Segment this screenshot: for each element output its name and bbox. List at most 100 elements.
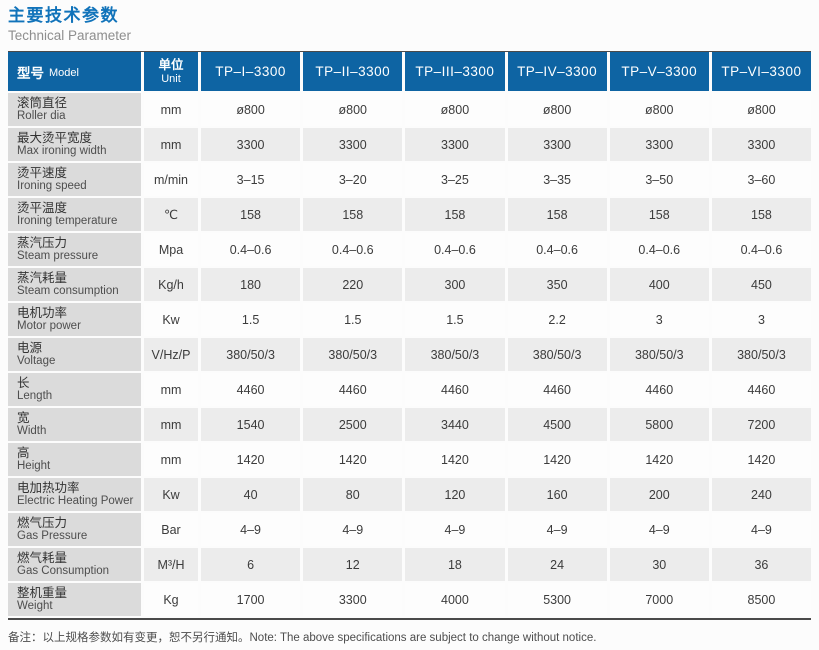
- value-cell: 180: [201, 268, 301, 302]
- value-cell: 4–9: [201, 513, 301, 547]
- table-row: 高 Height mm 1420 1420 1420 1420 1420 1420: [8, 443, 812, 477]
- value-cell: 3–15: [201, 163, 301, 197]
- footnote: 备注：以上规格参数如有变更，恕不另行通知。Note: The above spe…: [8, 632, 597, 645]
- row-label: 燃气耗量 Gas Consumption: [8, 548, 141, 582]
- value-cell: 1.5: [201, 303, 301, 337]
- header-model-3: TP–III–3300: [405, 52, 505, 92]
- header-unit-label-en: Unit: [161, 72, 181, 85]
- header-model-6: TP–VI–3300: [711, 52, 812, 92]
- row-label: 滚筒直径 Roller dia: [8, 93, 141, 127]
- value-cell: 4–9: [609, 513, 709, 547]
- header-model-label-en: Model: [49, 66, 79, 79]
- row-label-en: Voltage: [17, 355, 56, 368]
- row-label: 长 Length: [8, 373, 141, 407]
- value-cell: 450: [711, 268, 812, 302]
- value-cell: 158: [507, 198, 607, 232]
- page-title: 主要技术参数: [8, 6, 119, 25]
- row-label-cn: 烫平温度: [17, 200, 68, 215]
- row-label-cn: 最大烫平宽度: [17, 130, 93, 145]
- value-cell: 36: [711, 548, 812, 582]
- unit-cell: Kg: [144, 583, 198, 617]
- table-row: 电加热功率 Electric Heating Power Kw 40 80 120 160 2…: [8, 478, 812, 512]
- value-cell: 3–60: [711, 163, 812, 197]
- value-cell: 380/50/3: [711, 338, 812, 372]
- value-cell: 40: [201, 478, 301, 512]
- value-cell: 3: [609, 303, 709, 337]
- row-label: 电机功率 Motor power: [8, 303, 141, 337]
- value-cell: 4460: [609, 373, 709, 407]
- row-label-en: Weight: [17, 600, 53, 613]
- value-cell: 3300: [405, 128, 505, 162]
- row-label-en: Electric Heating Power: [17, 495, 134, 508]
- value-cell: 4–9: [711, 513, 812, 547]
- value-cell: 3300: [609, 128, 709, 162]
- row-label-en: Roller dia: [17, 110, 66, 123]
- value-cell: 3300: [201, 128, 301, 162]
- table-row: 蒸汽耗量 Steam consumption Kg/h 180 220 300 350 400…: [8, 268, 812, 302]
- value-cell: 158: [201, 198, 301, 232]
- unit-cell: M³/H: [144, 548, 198, 582]
- row-label-cn: 电源: [17, 340, 43, 355]
- row-label-cn: 蒸汽耗量: [17, 270, 68, 285]
- table-header-row: 型号 Model 单位 Unit TP–I–3300 TP–II–3300 TP–I…: [8, 52, 812, 92]
- row-label: 电源 Voltage: [8, 338, 141, 372]
- value-cell: 30: [609, 548, 709, 582]
- row-label-cn: 电加热功率: [17, 480, 80, 495]
- row-label-en: Length: [17, 390, 53, 403]
- value-cell: 158: [609, 198, 709, 232]
- row-label: 整机重量 Weight: [8, 583, 141, 617]
- value-cell: 3–20: [303, 163, 403, 197]
- value-cell: 18: [405, 548, 505, 582]
- unit-cell: Kw: [144, 303, 198, 337]
- value-cell: 12: [303, 548, 403, 582]
- value-cell: 7200: [711, 408, 812, 442]
- row-label: 高 Height: [8, 443, 141, 477]
- table-body: 滚筒直径 Roller dia mm ø800 ø800 ø800 ø800 ø800 ø800…: [8, 93, 812, 617]
- table-row: 蒸汽压力 Steam pressure Mpa 0.4–0.6 0.4–0.6 0.4–0…: [8, 233, 812, 267]
- value-cell: ø800: [201, 93, 301, 127]
- header-unit-label-cn: 单位: [158, 58, 184, 73]
- unit-cell: V/Hz/P: [144, 338, 198, 372]
- value-cell: 0.4–0.6: [201, 233, 301, 267]
- row-label-cn: 燃气耗量: [17, 550, 68, 565]
- row-label-en: Width: [17, 425, 47, 438]
- row-label-cn: 燃气压力: [17, 515, 68, 530]
- unit-cell: Kg/h: [144, 268, 198, 302]
- value-cell: 4500: [507, 408, 607, 442]
- table-row: 整机重量 Weight Kg 1700 3300 4000 5300 7000 8500: [8, 583, 812, 617]
- value-cell: 200: [609, 478, 709, 512]
- value-cell: 380/50/3: [609, 338, 709, 372]
- row-label-cn: 整机重量: [17, 585, 68, 600]
- value-cell: 1700: [201, 583, 301, 617]
- value-cell: 3300: [507, 128, 607, 162]
- row-label: 最大烫平宽度 Max ironing width: [8, 128, 141, 162]
- value-cell: 3–35: [507, 163, 607, 197]
- value-cell: 1420: [405, 443, 505, 477]
- unit-cell: Bar: [144, 513, 198, 547]
- value-cell: 4460: [201, 373, 301, 407]
- value-cell: 380/50/3: [201, 338, 301, 372]
- row-label-cn: 烫平速度: [17, 165, 68, 180]
- unit-cell: Kw: [144, 478, 198, 512]
- value-cell: 1.5: [405, 303, 505, 337]
- value-cell: 1420: [711, 443, 812, 477]
- value-cell: 5800: [609, 408, 709, 442]
- value-cell: 0.4–0.6: [303, 233, 403, 267]
- table-row: 电机功率 Motor power Kw 1.5 1.5 1.5 2.2 3 3: [8, 303, 812, 337]
- row-label-en: Motor power: [17, 320, 81, 333]
- value-cell: 24: [507, 548, 607, 582]
- value-cell: 350: [507, 268, 607, 302]
- value-cell: 1540: [201, 408, 301, 442]
- value-cell: ø800: [303, 93, 403, 127]
- value-cell: 160: [507, 478, 607, 512]
- value-cell: 5300: [507, 583, 607, 617]
- row-label: 烫平温度 Ironing temperature: [8, 198, 141, 232]
- value-cell: 0.4–0.6: [609, 233, 709, 267]
- unit-cell: mm: [144, 93, 198, 127]
- value-cell: 4460: [507, 373, 607, 407]
- value-cell: 4–9: [405, 513, 505, 547]
- value-cell: 1420: [201, 443, 301, 477]
- spec-table: 型号 Model 单位 Unit TP–I–3300 TP–II–3300 TP–I…: [8, 51, 812, 621]
- value-cell: 3440: [405, 408, 505, 442]
- value-cell: 0.4–0.6: [405, 233, 505, 267]
